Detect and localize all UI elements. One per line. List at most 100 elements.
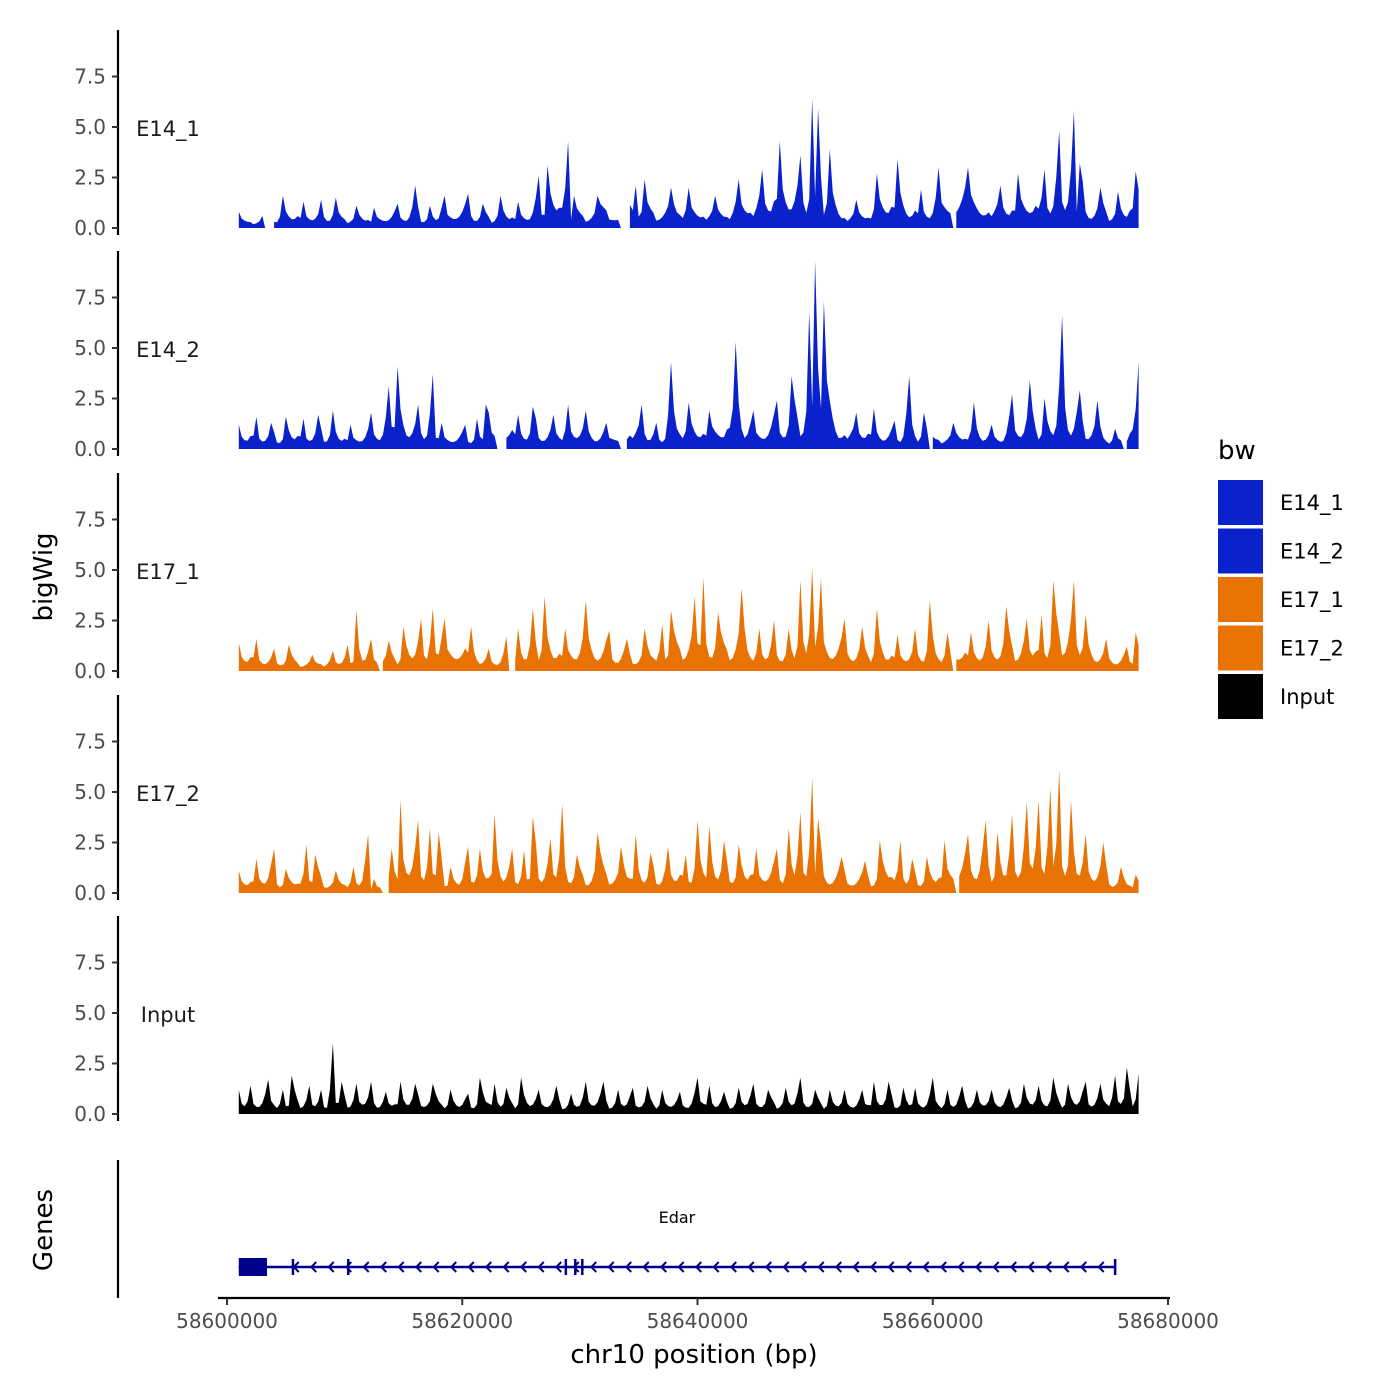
legend-key-E14_1: [1218, 480, 1263, 525]
gene-panel: Edar: [116, 1160, 1117, 1298]
gene-name-label: Edar: [659, 1208, 696, 1227]
gene-Edar: Edar: [238, 1208, 1117, 1276]
strand-arrow: [589, 1261, 597, 1273]
strand-arrow: [992, 1261, 1000, 1273]
legend-key-E17_1: [1218, 577, 1263, 622]
strand-arrow: [799, 1261, 807, 1273]
legend-label: E14_1: [1280, 491, 1344, 516]
strand-arrow: [782, 1261, 790, 1273]
y-tick-label: 7.5: [74, 951, 106, 975]
strand-arrow: [957, 1261, 965, 1273]
strand-arrow: [677, 1261, 685, 1273]
strand-arrow: [519, 1261, 527, 1273]
y-tick-label: 2.5: [74, 1052, 106, 1076]
strand-arrow: [817, 1261, 825, 1273]
gene-exon: [1113, 1259, 1117, 1275]
y-tick-label: 0.0: [74, 437, 106, 461]
x-axis: 58600000 58620000 58640000 58660000 58680000: [176, 1296, 1219, 1333]
strand-arrow: [537, 1261, 545, 1273]
legend: bw E14_1 E14_2 E17_1 E17_2 Input: [1218, 436, 1344, 719]
gene-exon: [581, 1259, 584, 1275]
legend-key-E17_2: [1218, 625, 1263, 671]
strand-arrow: [362, 1261, 370, 1273]
y-tick-label: 5.0: [74, 336, 106, 360]
strand-arrow: [887, 1261, 895, 1273]
strand-arrow: [904, 1261, 912, 1273]
gene-exon: [291, 1259, 295, 1275]
strand-arrow: [1062, 1261, 1070, 1273]
y-tick-label: 7.5: [74, 508, 106, 532]
track-panel-E14_2: 0.0 2.5 5.0 7.5 E14_2: [74, 251, 1139, 461]
y-tick-label: 5.0: [74, 558, 106, 582]
y-tick-label: 5.0: [74, 1001, 106, 1025]
y-tick-label: 0.0: [74, 216, 106, 240]
coverage-area-E14_1: [238, 98, 1139, 228]
coverage-area-E17_1: [238, 568, 1139, 671]
x-tick-label: 58680000: [1117, 1309, 1219, 1333]
strand-arrow: [624, 1261, 632, 1273]
x-tick-label: 58640000: [647, 1309, 749, 1333]
gene-exon: [238, 1258, 267, 1276]
y-tick-label: 2.5: [74, 387, 106, 411]
strand-arrow: [397, 1261, 405, 1273]
y-tick-label: 0.0: [74, 1102, 106, 1126]
track-label: Input: [141, 1003, 195, 1027]
y-tick-label: 2.5: [74, 831, 106, 855]
strand-arrow: [502, 1261, 510, 1273]
track-label: E17_2: [136, 782, 200, 807]
strand-arrow: [379, 1261, 387, 1273]
track-label: E14_2: [136, 338, 200, 363]
strand-arrow: [712, 1261, 720, 1273]
strand-arrow: [834, 1261, 842, 1273]
coverage-area-Input: [238, 1043, 1139, 1114]
y-tick-label: 5.0: [74, 780, 106, 804]
strand-arrow: [554, 1261, 562, 1273]
gene-panel-title: Genes: [29, 1189, 59, 1271]
strand-arrow: [974, 1261, 982, 1273]
strand-arrow: [659, 1261, 667, 1273]
strand-arrow: [607, 1261, 615, 1273]
track-label: E14_1: [136, 117, 200, 142]
strand-arrow: [344, 1261, 352, 1273]
strand-arrow: [572, 1261, 580, 1273]
y-tick-label: 0.0: [74, 659, 106, 683]
legend-label: E17_1: [1280, 588, 1344, 613]
track-panel-E14_1: 0.0 2.5 5.0 7.5 E14_1: [74, 30, 1139, 240]
legend-label: E14_2: [1280, 540, 1344, 565]
strand-arrow: [869, 1261, 877, 1273]
track-panels: 0.0 2.5 5.0 7.5 E14_1 0.0 2.5 5.0 7.5 E14_2 0.0 2.5…: [74, 30, 1139, 1126]
strand-arrow: [309, 1261, 317, 1273]
track-panel-E17_1: 0.0 2.5 5.0 7.5 E17_1: [74, 473, 1139, 683]
strand-arrow: [1009, 1261, 1017, 1273]
legend-label: Input: [1280, 685, 1334, 709]
strand-arrow: [1027, 1261, 1035, 1273]
strand-arrow: [747, 1261, 755, 1273]
gene-exon: [573, 1259, 577, 1275]
strand-arrow: [939, 1261, 947, 1273]
y-tick-label: 2.5: [74, 166, 106, 190]
strand-arrow: [467, 1261, 475, 1273]
y-tick-label: 7.5: [74, 65, 106, 89]
coverage-area-E17_2: [238, 769, 1139, 893]
coverage-area-E14_2: [238, 261, 1139, 449]
y-tick-label: 7.5: [74, 730, 106, 754]
y-tick-label: 0.0: [74, 881, 106, 905]
x-axis-title: chr10 position (bp): [570, 1340, 817, 1370]
track-panel-Input: 0.0 2.5 5.0 7.5 Input: [74, 916, 1139, 1126]
x-tick-label: 58660000: [882, 1309, 984, 1333]
y-tick-label: 5.0: [74, 115, 106, 139]
legend-key-E14_2: [1218, 528, 1263, 574]
y-tick-label: 7.5: [74, 286, 106, 310]
gene-exon: [564, 1259, 568, 1275]
strand-arrow: [729, 1261, 737, 1273]
strand-arrow: [327, 1261, 335, 1273]
legend-key-Input: [1218, 674, 1263, 719]
y-axis-title: bigWig: [29, 532, 59, 621]
legend-label: E17_2: [1280, 637, 1344, 662]
track-panel-E17_2: 0.0 2.5 5.0 7.5 E17_2: [74, 695, 1139, 905]
x-tick-label: 58620000: [411, 1309, 513, 1333]
strand-arrow: [432, 1261, 440, 1273]
strand-arrow: [484, 1261, 492, 1273]
strand-arrow: [1044, 1261, 1052, 1273]
